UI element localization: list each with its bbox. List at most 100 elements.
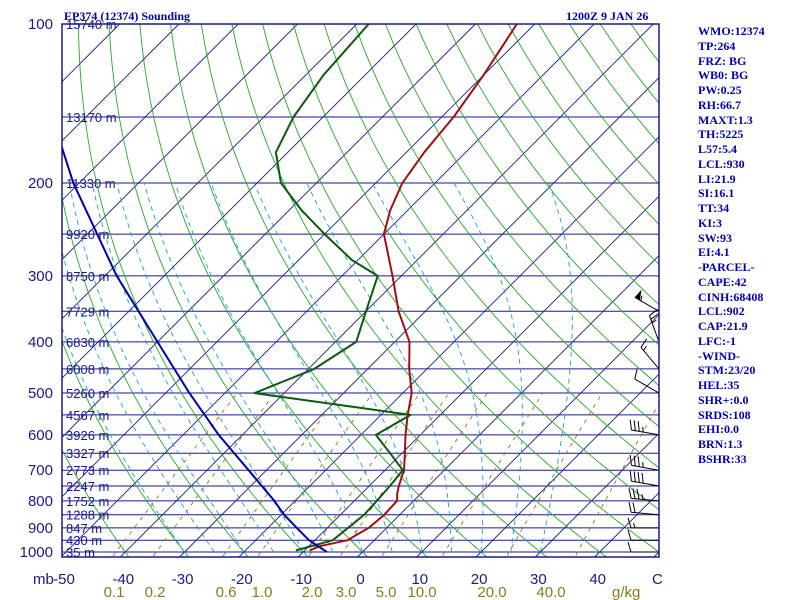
index-item: CAP:21.9 <box>698 319 748 333</box>
wind-barb-flag <box>633 455 636 467</box>
dry-adiabat-line <box>62 195 249 557</box>
isotherm-line <box>238 136 659 557</box>
mixing-ratio-line <box>339 392 450 557</box>
wind-barb-flag <box>633 420 636 431</box>
wind-barb-half-flag <box>642 426 644 433</box>
wind-barb-flag <box>633 471 636 482</box>
wind-barb-half-flag <box>651 319 657 324</box>
temperature-tick-label: 30 <box>530 571 547 588</box>
wind-barb <box>627 517 659 529</box>
dry-adiabat-line <box>292 24 659 511</box>
height-level-label: 4567 m <box>66 408 109 423</box>
mixing-ratio-label: 0.1 <box>104 584 125 600</box>
height-level-label: 3926 m <box>66 428 109 443</box>
height-level-label: 430 m <box>66 533 102 548</box>
moist-adiabat-line <box>62 326 185 553</box>
wind-barb-flag <box>627 530 632 541</box>
pressure-tick-label: 700 <box>28 462 53 479</box>
index-item: TT:34 <box>698 201 730 215</box>
dry-adiabat-line <box>200 24 548 557</box>
height-level-label: 8750 m <box>66 269 109 284</box>
wind-barb-flag <box>627 517 632 528</box>
wind-barb-flag <box>637 456 640 467</box>
dry-adiabat-line <box>108 24 369 557</box>
wind-barb-half-flag <box>640 295 643 301</box>
series-parcel-line <box>62 144 328 553</box>
wind-barb-staff <box>634 296 660 312</box>
wind-barb <box>634 368 660 394</box>
moist-adiabat-line <box>371 182 484 553</box>
mixing-ratio-label: 1.0 <box>252 584 273 600</box>
wind-barb <box>629 419 660 436</box>
height-level-label: 7729 m <box>66 304 109 319</box>
wind-barb-half-flag <box>643 345 647 351</box>
index-item: TH:5225 <box>698 127 744 142</box>
isotherm-line <box>475 373 659 557</box>
wind-barb <box>648 308 660 343</box>
wind-barb <box>627 530 659 541</box>
series-temperature-line <box>309 24 518 552</box>
height-level-label: 3327 m <box>66 446 109 461</box>
chart-series <box>62 24 518 553</box>
height-level-label: 2773 m <box>66 463 109 478</box>
dry-adiabat-line <box>170 24 488 557</box>
wind-barb-staff <box>631 480 660 487</box>
index-item: LFC:-1 <box>698 333 736 348</box>
isotherm-line <box>62 24 417 379</box>
wind-barbs <box>627 289 660 553</box>
mixing-ratio-line <box>256 392 373 557</box>
height-level-label: 1288 m <box>66 508 109 523</box>
wind-barb-flag <box>629 470 632 482</box>
series-dewpoint-line <box>253 24 412 552</box>
mixing-ratio-unit: g/kg <box>612 584 640 600</box>
pressure-tick-label: 500 <box>28 385 53 402</box>
wind-barb-flag <box>636 488 640 500</box>
mixing-ratio-label: 3.0 <box>336 584 357 600</box>
wind-barb-half-flag <box>642 462 644 468</box>
index-item: BRN:1.3 <box>698 437 743 451</box>
wind-barb-flag <box>628 501 632 513</box>
height-level-label: 847 m <box>66 521 102 536</box>
temperature-tick-label: 20 <box>471 571 488 588</box>
index-item: KI:3 <box>698 215 722 230</box>
wind-barb-flag <box>628 488 632 499</box>
wind-barb <box>628 501 660 516</box>
temperature-tick-label: -10 <box>290 571 312 588</box>
wind-barb-flag <box>627 541 632 553</box>
pressure-tick-label: 600 <box>28 427 53 444</box>
index-item: SI:16.1 <box>698 186 735 201</box>
moist-adiabat-line <box>143 182 334 553</box>
chart-valid-time: 1200Z 9 JAN 26 <box>566 9 648 23</box>
pressure-tick-label: 300 <box>28 268 53 285</box>
index-item: RH:66.7 <box>698 97 741 112</box>
index-item: L57:5.4 <box>698 142 737 156</box>
isotherm-line <box>179 76 659 557</box>
wind-barb-half-flag <box>633 522 636 528</box>
mixing-ratio-line <box>441 392 544 557</box>
temperature-tick-label: 10 <box>411 571 428 588</box>
index-item: EHI:0.0 <box>698 422 740 437</box>
mixing-ratio-label: 40.0 <box>536 584 565 600</box>
pressure-tick-label: 100 <box>28 16 53 33</box>
pressure-tick-label: 400 <box>28 334 53 351</box>
wind-barb-staff <box>631 497 660 502</box>
mixing-ratio-line <box>151 392 276 557</box>
index-item: SHR+:0.0 <box>698 392 749 407</box>
isotherm-line <box>62 24 239 201</box>
index-item: -PARCEL- <box>698 260 755 274</box>
index-item: PW:0.25 <box>698 83 742 97</box>
index-item: LCL:902 <box>698 304 745 319</box>
dry-adiabat-line <box>477 24 659 265</box>
moist-adiabat-line <box>91 182 274 553</box>
dry-adiabat-line <box>354 24 659 428</box>
isotherm-line <box>416 314 659 557</box>
temperature-tick-label: 0 <box>356 571 364 588</box>
height-level-label: 1752 m <box>66 494 109 509</box>
index-item: FRZ: BG <box>698 53 747 68</box>
dry-adiabat-line <box>139 24 429 557</box>
index-item: TP:264 <box>698 38 736 53</box>
wind-barb-staff <box>648 315 660 343</box>
index-item: SRDS:108 <box>698 407 751 422</box>
dry-adiabat-line <box>62 339 190 557</box>
wind-barb-half-flag <box>641 494 644 500</box>
